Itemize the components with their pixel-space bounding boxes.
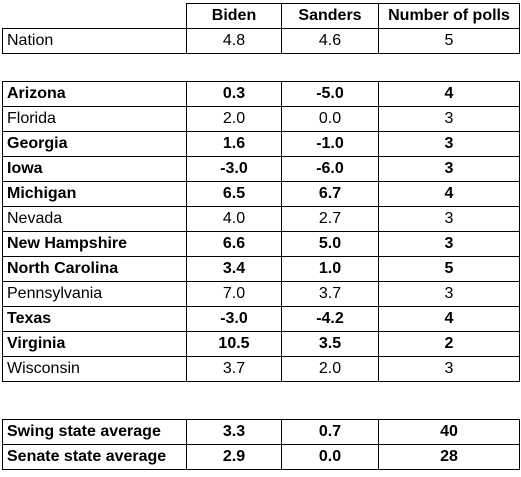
- header-blank-cell: [2, 3, 187, 29]
- state-row: Arizona 0.3 -5.0 4: [2, 81, 520, 107]
- state-sanders: -4.2: [281, 306, 379, 332]
- state-sanders: 3.7: [281, 281, 379, 307]
- state-row: Pennsylvania 7.0 3.7 3: [2, 281, 520, 307]
- state-name: Florida: [2, 106, 187, 132]
- averages-table: Swing state average 3.3 0.7 40 Senate st…: [2, 419, 520, 470]
- state-biden: 0.3: [186, 81, 282, 107]
- state-biden: -3.0: [186, 156, 282, 182]
- average-sanders: 0.0: [281, 444, 379, 470]
- header-row: Biden Sanders Number of polls: [2, 3, 520, 29]
- state-name: Texas: [2, 306, 187, 332]
- average-polls: 40: [378, 419, 520, 445]
- state-biden: 6.5: [186, 181, 282, 207]
- state-row: Michigan 6.5 6.7 4: [2, 181, 520, 207]
- average-sanders: 0.7: [281, 419, 379, 445]
- state-biden: 1.6: [186, 131, 282, 157]
- state-polls: 3: [378, 206, 520, 232]
- state-name: Wisconsin: [2, 356, 187, 382]
- header-sanders: Sanders: [281, 3, 379, 29]
- header-table: Biden Sanders Number of polls Nation 4.8…: [2, 3, 520, 54]
- state-polls: 3: [378, 356, 520, 382]
- state-polls: 4: [378, 181, 520, 207]
- state-biden: 10.5: [186, 331, 282, 357]
- state-biden: -3.0: [186, 306, 282, 332]
- state-polls: 2: [378, 331, 520, 357]
- state-row: Iowa -3.0 -6.0 3: [2, 156, 520, 182]
- state-row: Nevada 4.0 2.7 3: [2, 206, 520, 232]
- state-polls: 4: [378, 306, 520, 332]
- state-polls: 3: [378, 281, 520, 307]
- state-sanders: 3.5: [281, 331, 379, 357]
- state-polls: 3: [378, 156, 520, 182]
- state-name: New Hampshire: [2, 231, 187, 257]
- state-name: Virginia: [2, 331, 187, 357]
- state-polls: 3: [378, 106, 520, 132]
- state-biden: 4.0: [186, 206, 282, 232]
- state-biden: 3.4: [186, 256, 282, 282]
- state-biden: 7.0: [186, 281, 282, 307]
- state-row: Georgia 1.6 -1.0 3: [2, 131, 520, 157]
- header-number-of-polls: Number of polls: [378, 3, 520, 29]
- state-row: Florida 2.0 0.0 3: [2, 106, 520, 132]
- state-polls: 5: [378, 256, 520, 282]
- header-biden: Biden: [186, 3, 282, 29]
- state-name: Arizona: [2, 81, 187, 107]
- state-biden: 2.0: [186, 106, 282, 132]
- state-sanders: -6.0: [281, 156, 379, 182]
- nation-sanders: 4.6: [281, 28, 379, 54]
- state-name: Michigan: [2, 181, 187, 207]
- average-biden: 2.9: [186, 444, 282, 470]
- state-sanders: 1.0: [281, 256, 379, 282]
- state-polls: 4: [378, 81, 520, 107]
- average-name: Swing state average: [2, 419, 187, 445]
- nation-biden: 4.8: [186, 28, 282, 54]
- state-biden: 6.6: [186, 231, 282, 257]
- state-name: Nevada: [2, 206, 187, 232]
- state-name: North Carolina: [2, 256, 187, 282]
- state-name: Georgia: [2, 131, 187, 157]
- state-row: North Carolina 3.4 1.0 5: [2, 256, 520, 282]
- state-name: Iowa: [2, 156, 187, 182]
- nation-polls: 5: [378, 28, 520, 54]
- average-row: Senate state average 2.9 0.0 28: [2, 444, 520, 470]
- state-sanders: 2.7: [281, 206, 379, 232]
- state-row: New Hampshire 6.6 5.0 3: [2, 231, 520, 257]
- state-sanders: 0.0: [281, 106, 379, 132]
- average-polls: 28: [378, 444, 520, 470]
- nation-name: Nation: [2, 28, 187, 54]
- state-sanders: 6.7: [281, 181, 379, 207]
- state-row: Texas -3.0 -4.2 4: [2, 306, 520, 332]
- state-sanders: 5.0: [281, 231, 379, 257]
- state-row: Virginia 10.5 3.5 2: [2, 331, 520, 357]
- average-name: Senate state average: [2, 444, 187, 470]
- state-sanders: 2.0: [281, 356, 379, 382]
- state-row: Wisconsin 3.7 2.0 3: [2, 356, 520, 382]
- states-table: Arizona 0.3 -5.0 4 Florida 2.0 0.0 3 Geo…: [2, 81, 520, 382]
- state-polls: 3: [378, 231, 520, 257]
- state-biden: 3.7: [186, 356, 282, 382]
- state-sanders: -1.0: [281, 131, 379, 157]
- nation-row: Nation 4.8 4.6 5: [2, 28, 520, 54]
- state-name: Pennsylvania: [2, 281, 187, 307]
- state-polls: 3: [378, 131, 520, 157]
- average-row: Swing state average 3.3 0.7 40: [2, 419, 520, 445]
- average-biden: 3.3: [186, 419, 282, 445]
- state-sanders: -5.0: [281, 81, 379, 107]
